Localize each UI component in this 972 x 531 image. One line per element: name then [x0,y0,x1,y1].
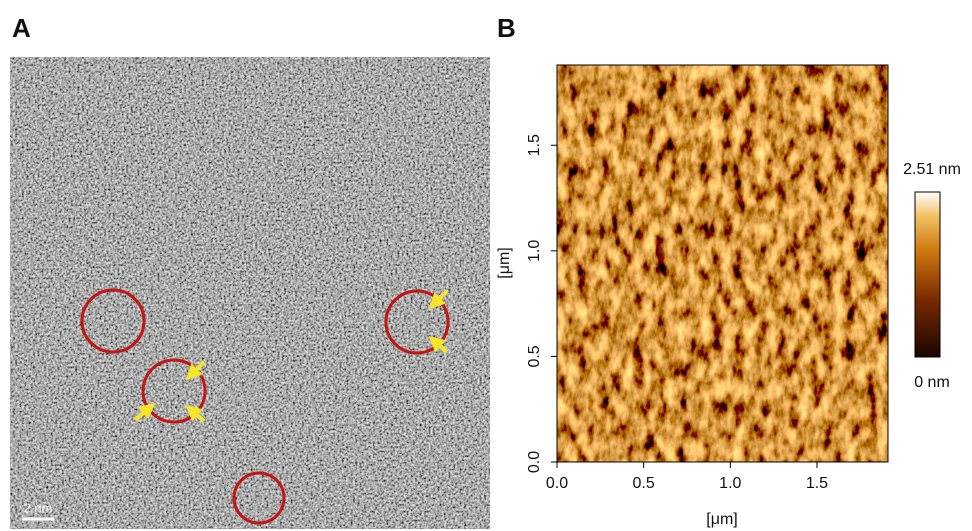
plot-frame [556,64,889,463]
y-tick-label: 1.0 [526,240,543,262]
tem-image: 2 nm [10,57,490,529]
x-tick-label: 0.5 [633,475,655,492]
panel-label: A [12,13,31,43]
afm-image [557,65,888,462]
y-axis-label: [μm] [496,247,513,278]
x-tick-label: 1.0 [719,475,741,492]
colorbar-label: 2.51 nm [903,161,961,178]
x-axis-label: [μm] [706,511,737,528]
colorbar [914,191,941,358]
colorbar-label: 0 nm [914,374,950,391]
x-tick-label: 0.0 [546,475,568,492]
y-tick-label: 0.5 [526,345,543,367]
y-tick-label: 0.0 [526,451,543,473]
panel-label: B [497,13,516,43]
y-tick-label: 1.5 [526,134,543,156]
scale-bar-label: 2 nm [24,500,53,515]
x-tick-label: 1.5 [806,475,828,492]
